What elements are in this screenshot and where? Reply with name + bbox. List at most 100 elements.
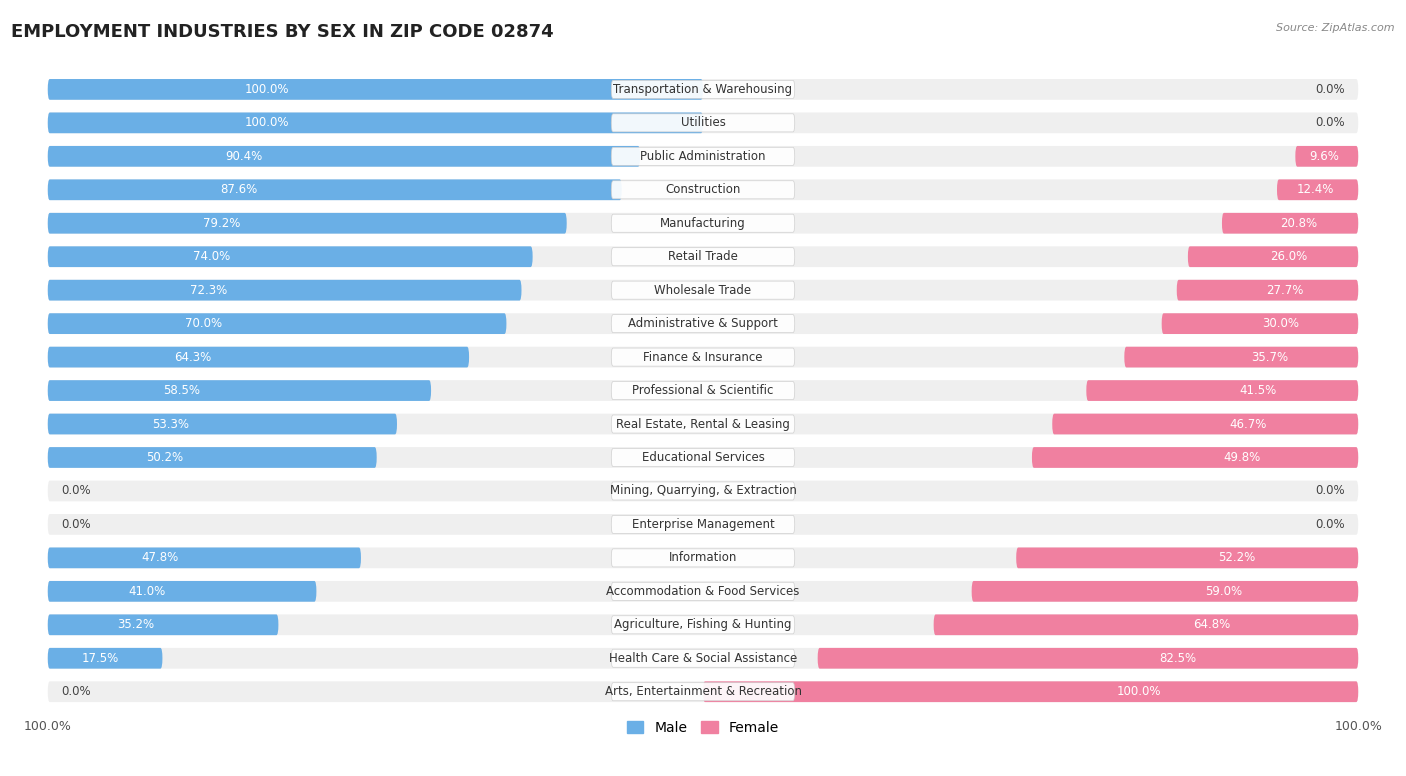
Text: 53.3%: 53.3% [152, 417, 190, 431]
Text: Educational Services: Educational Services [641, 451, 765, 464]
FancyBboxPatch shape [48, 179, 621, 200]
FancyBboxPatch shape [1222, 213, 1358, 234]
Text: Finance & Insurance: Finance & Insurance [644, 351, 762, 364]
Text: 0.0%: 0.0% [1316, 518, 1346, 531]
FancyBboxPatch shape [1161, 314, 1358, 334]
FancyBboxPatch shape [612, 348, 794, 366]
Text: Transportation & Warehousing: Transportation & Warehousing [613, 83, 793, 96]
Legend: Male, Female: Male, Female [621, 715, 785, 740]
FancyBboxPatch shape [48, 648, 1358, 669]
Text: 100.0%: 100.0% [245, 116, 288, 130]
Text: 64.8%: 64.8% [1194, 618, 1230, 632]
Text: Manufacturing: Manufacturing [661, 217, 745, 230]
Text: Professional & Scientific: Professional & Scientific [633, 384, 773, 397]
Text: Mining, Quarrying, & Extraction: Mining, Quarrying, & Extraction [610, 484, 796, 497]
FancyBboxPatch shape [48, 615, 278, 636]
Text: 90.4%: 90.4% [225, 150, 263, 163]
Text: Agriculture, Fishing & Hunting: Agriculture, Fishing & Hunting [614, 618, 792, 632]
FancyBboxPatch shape [1087, 380, 1358, 401]
FancyBboxPatch shape [612, 382, 794, 400]
FancyBboxPatch shape [48, 179, 1358, 200]
Text: 0.0%: 0.0% [1316, 484, 1346, 497]
FancyBboxPatch shape [48, 548, 361, 568]
Text: 35.2%: 35.2% [117, 618, 155, 632]
Text: 20.8%: 20.8% [1281, 217, 1317, 230]
FancyBboxPatch shape [48, 347, 1358, 368]
FancyBboxPatch shape [612, 482, 794, 500]
Text: Administrative & Support: Administrative & Support [628, 317, 778, 330]
Text: 70.0%: 70.0% [186, 317, 222, 330]
FancyBboxPatch shape [1295, 146, 1358, 167]
FancyBboxPatch shape [48, 681, 1358, 702]
FancyBboxPatch shape [48, 414, 396, 435]
FancyBboxPatch shape [48, 514, 1358, 535]
FancyBboxPatch shape [703, 681, 1358, 702]
Text: 82.5%: 82.5% [1159, 652, 1197, 665]
FancyBboxPatch shape [48, 213, 1358, 234]
FancyBboxPatch shape [48, 447, 377, 468]
Text: 49.8%: 49.8% [1223, 451, 1260, 464]
FancyBboxPatch shape [1177, 280, 1358, 300]
FancyBboxPatch shape [818, 648, 1358, 669]
FancyBboxPatch shape [612, 515, 794, 533]
FancyBboxPatch shape [612, 214, 794, 232]
FancyBboxPatch shape [48, 447, 1358, 468]
FancyBboxPatch shape [612, 449, 794, 466]
FancyBboxPatch shape [48, 79, 703, 100]
FancyBboxPatch shape [612, 81, 794, 99]
FancyBboxPatch shape [934, 615, 1358, 636]
FancyBboxPatch shape [48, 548, 1358, 568]
FancyBboxPatch shape [48, 314, 506, 334]
FancyBboxPatch shape [48, 615, 1358, 636]
FancyBboxPatch shape [48, 480, 1358, 501]
FancyBboxPatch shape [48, 113, 703, 133]
FancyBboxPatch shape [48, 380, 432, 401]
FancyBboxPatch shape [612, 650, 794, 667]
Text: 72.3%: 72.3% [190, 284, 228, 296]
FancyBboxPatch shape [48, 146, 640, 167]
FancyBboxPatch shape [48, 347, 470, 368]
FancyBboxPatch shape [612, 181, 794, 199]
Text: 0.0%: 0.0% [1316, 116, 1346, 130]
FancyBboxPatch shape [48, 380, 1358, 401]
FancyBboxPatch shape [48, 280, 522, 300]
FancyBboxPatch shape [1017, 548, 1358, 568]
FancyBboxPatch shape [1052, 414, 1358, 435]
FancyBboxPatch shape [612, 248, 794, 265]
Text: 58.5%: 58.5% [163, 384, 200, 397]
FancyBboxPatch shape [612, 549, 794, 567]
FancyBboxPatch shape [1188, 246, 1358, 267]
Text: 87.6%: 87.6% [219, 183, 257, 196]
Text: Public Administration: Public Administration [640, 150, 766, 163]
Text: 26.0%: 26.0% [1270, 250, 1308, 263]
FancyBboxPatch shape [972, 581, 1358, 601]
FancyBboxPatch shape [612, 582, 794, 601]
Text: 35.7%: 35.7% [1251, 351, 1288, 364]
Text: 50.2%: 50.2% [146, 451, 184, 464]
FancyBboxPatch shape [612, 314, 794, 333]
Text: Utilities: Utilities [681, 116, 725, 130]
FancyBboxPatch shape [48, 246, 1358, 267]
Text: 46.7%: 46.7% [1229, 417, 1267, 431]
Text: 59.0%: 59.0% [1205, 585, 1243, 598]
FancyBboxPatch shape [48, 581, 1358, 601]
Text: Construction: Construction [665, 183, 741, 196]
Text: Arts, Entertainment & Recreation: Arts, Entertainment & Recreation [605, 685, 801, 698]
Text: 47.8%: 47.8% [142, 552, 179, 564]
Text: 0.0%: 0.0% [60, 518, 90, 531]
FancyBboxPatch shape [612, 114, 794, 132]
Text: 74.0%: 74.0% [193, 250, 231, 263]
Text: Retail Trade: Retail Trade [668, 250, 738, 263]
FancyBboxPatch shape [612, 616, 794, 634]
Text: 27.7%: 27.7% [1267, 284, 1303, 296]
FancyBboxPatch shape [48, 581, 316, 601]
Text: 64.3%: 64.3% [174, 351, 211, 364]
Text: 0.0%: 0.0% [1316, 83, 1346, 96]
Text: 41.0%: 41.0% [128, 585, 166, 598]
Text: Wholesale Trade: Wholesale Trade [654, 284, 752, 296]
FancyBboxPatch shape [48, 246, 533, 267]
FancyBboxPatch shape [48, 79, 1358, 100]
FancyBboxPatch shape [612, 147, 794, 165]
Text: 79.2%: 79.2% [204, 217, 240, 230]
Text: Source: ZipAtlas.com: Source: ZipAtlas.com [1277, 23, 1395, 33]
